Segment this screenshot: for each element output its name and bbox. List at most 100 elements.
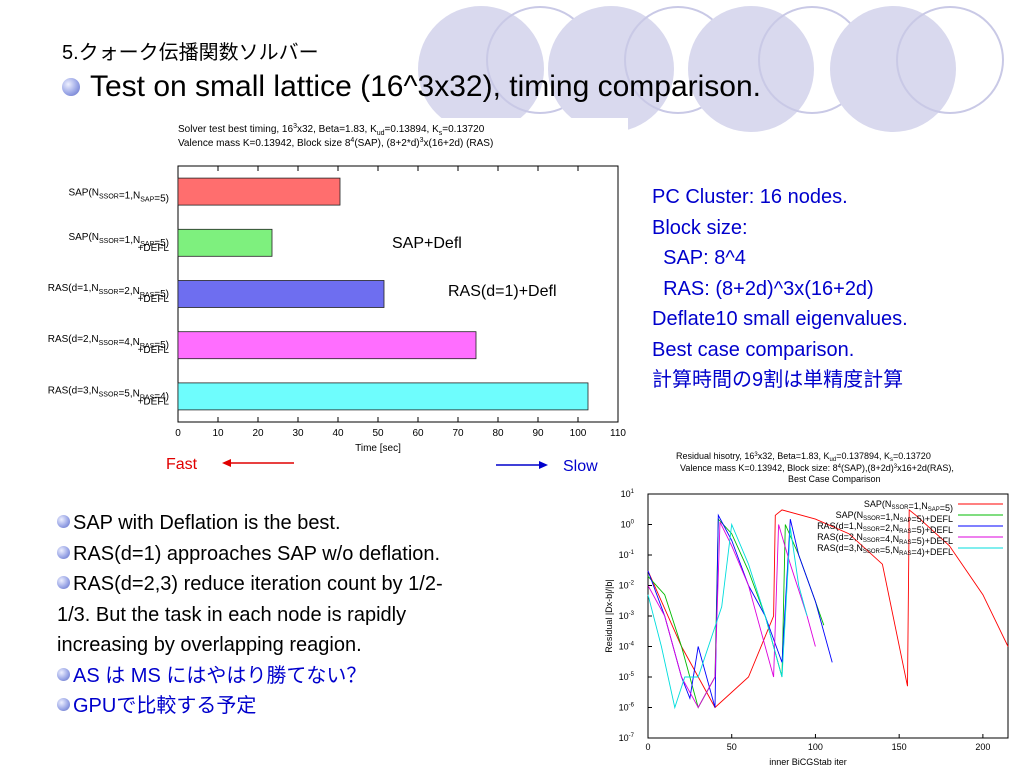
bar-category-label: SAP(NSSOR=1,NSAP=5) — [68, 232, 169, 249]
label-part: =5) — [154, 238, 169, 249]
label-part: SAP(N — [864, 499, 892, 509]
label-part: SAP(N — [68, 232, 99, 243]
chart-title-bg — [168, 118, 628, 162]
tick-base: 10 — [619, 672, 629, 682]
y-tick-label: 10-4 — [619, 642, 635, 652]
bar-category-label: SAP(NSSOR=1,NSAP=5) — [68, 188, 169, 205]
note-text: SAP with Deflation is the best. — [73, 512, 341, 534]
bar-title-part: 3 — [420, 137, 424, 144]
label-part: RAS(d=1,N — [48, 283, 99, 294]
label-part: +DEFL — [138, 396, 170, 407]
line-title-part: 3 — [894, 464, 898, 470]
bar-title-part: Valence mass K=0.13942, Block size 8 — [178, 138, 351, 149]
label-subscript: SSOR — [863, 516, 881, 522]
tick-base: 10 — [619, 550, 629, 560]
bar-title-part: ud — [377, 130, 385, 137]
info-line: PC Cluster: 16 nodes. — [652, 186, 848, 208]
label-subscript: RAS — [140, 292, 155, 299]
bullet-icon — [57, 515, 70, 529]
x-tick-label: 110 — [610, 428, 626, 439]
bar — [177, 280, 385, 308]
label-part: =1,N — [908, 501, 927, 511]
x-tick-label: 0 — [175, 428, 181, 439]
label-part: =5) — [940, 503, 953, 513]
bar — [177, 228, 273, 257]
bar-title-part: Solver test best timing, 16 — [178, 124, 293, 135]
fast-label: Fast — [166, 456, 198, 473]
tick-exponent: -2 — [629, 581, 635, 587]
series-line — [647, 513, 833, 708]
series-line — [647, 517, 825, 709]
label-part: =4,N — [880, 534, 899, 544]
label-part: =5) — [154, 289, 169, 300]
y-tick-label: 101 — [621, 489, 635, 499]
label-part: +DEFL — [138, 294, 170, 305]
note-item: 1/3. But the task in each node is rapidl… — [57, 600, 577, 631]
bullet-icon — [57, 667, 70, 681]
y-axis-label: Residual |Dx-b|/|b| — [604, 579, 614, 652]
label-part: RAS(d=1,N — [817, 521, 863, 531]
bullet-icon — [57, 545, 70, 559]
info-box: PC Cluster: 16 nodes. Block size: SAP: 8… — [652, 182, 908, 396]
label-subscript: SSOR — [863, 538, 881, 544]
bar-category-label: +DEFL — [138, 396, 170, 407]
bar — [177, 382, 589, 411]
fast-arrow-icon — [222, 459, 294, 467]
x-tick-label: 100 — [808, 742, 823, 752]
bar-category-label: RAS(d=3,NSSOR=5,NRAS=4) — [48, 385, 169, 402]
note-item: SAP with Deflation is the best. — [57, 508, 577, 539]
info-line: Block size: — [652, 216, 748, 239]
x-tick-label: 60 — [412, 428, 424, 439]
annotation-ras-defl: RAS(d=1)+Defl — [448, 283, 557, 300]
tick-base: 10 — [621, 520, 631, 530]
info-line: RAS: (8+2d)^3x(16+2d) — [652, 277, 874, 300]
x-tick-label: 50 — [372, 428, 384, 439]
tick-exponent: -1 — [629, 550, 635, 556]
note-text: 1/3. But the task in each node is rapidl… — [57, 603, 407, 626]
line-title-part: 3 — [754, 452, 758, 458]
label-part: SAP(N — [836, 510, 864, 520]
legend-label: SAP(NSSOR=1,N SAP=5)+DEFL — [836, 510, 953, 524]
note-text: RAS(d=1) approaches SAP w/o deflation. — [73, 542, 441, 565]
label-subscript: RAS — [899, 540, 911, 546]
annotation-sap-defl: SAP+Defl — [392, 235, 462, 252]
bar-title-part: 3 — [293, 123, 297, 130]
label-part: =1,N — [880, 512, 899, 522]
slide-subtitle: 5.クォーク伝播関数ソルバー — [62, 42, 319, 64]
label-part: =5) — [154, 340, 169, 351]
label-part: =1,N — [119, 235, 140, 246]
label-part: =5) — [154, 194, 169, 205]
x-tick-label: 80 — [492, 428, 504, 439]
timing-bar-chart: Solver test best timing, 163x32, Beta=1.… — [48, 118, 628, 475]
label-part: =4) — [154, 391, 169, 402]
line-plot-frame — [647, 493, 1009, 739]
y-tick-label: 10-3 — [619, 611, 635, 621]
label-subscript: SAP — [928, 507, 940, 513]
bullet-icon — [57, 576, 70, 590]
slide-title: Test on small lattice (16^3x32), timing … — [90, 70, 762, 103]
line-plot-area: 0 50 100 150 20010110010-110-210-310-410-510… — [604, 489, 1009, 767]
note-item: GPUで比較する予定 — [57, 691, 577, 722]
legend-label: RAS(d=3,NSSOR=5,NRAS=4)+DEFL — [817, 543, 953, 557]
label-subscript: RAS — [899, 551, 911, 557]
label-part: =2,N — [118, 286, 139, 297]
tick-base: 10 — [619, 611, 629, 621]
label-part: =5)+DEFL — [911, 514, 953, 524]
tick-exponent: -7 — [629, 733, 635, 739]
note-item: increasing by overlapping reagion. — [57, 630, 577, 661]
y-tick-label: 10-6 — [619, 703, 635, 713]
label-subscript: RAS — [140, 394, 155, 401]
label-part: RAS(d=2,N — [817, 532, 863, 542]
residual-history-chart: Residual hisotry, 163x32, Beta=1.83, Kud… — [604, 451, 1009, 767]
bullet-icon — [57, 698, 70, 712]
bar-category-label: +DEFL — [138, 345, 170, 356]
bar — [177, 177, 341, 206]
label-part: =5)+DEFL — [911, 525, 953, 535]
label-subscript: RAS — [140, 343, 155, 350]
label-subscript: SSOR — [99, 340, 119, 347]
bar-plot-area: SAP(NSSOR=1,NSAP=5) SAP(NSSOR=1,NSAP=5) +D… — [48, 165, 626, 454]
tick-exponent: 1 — [631, 489, 635, 495]
tick-base: 10 — [621, 489, 631, 499]
line-title-part: s — [890, 457, 893, 463]
line-title-part: 4 — [838, 464, 842, 470]
